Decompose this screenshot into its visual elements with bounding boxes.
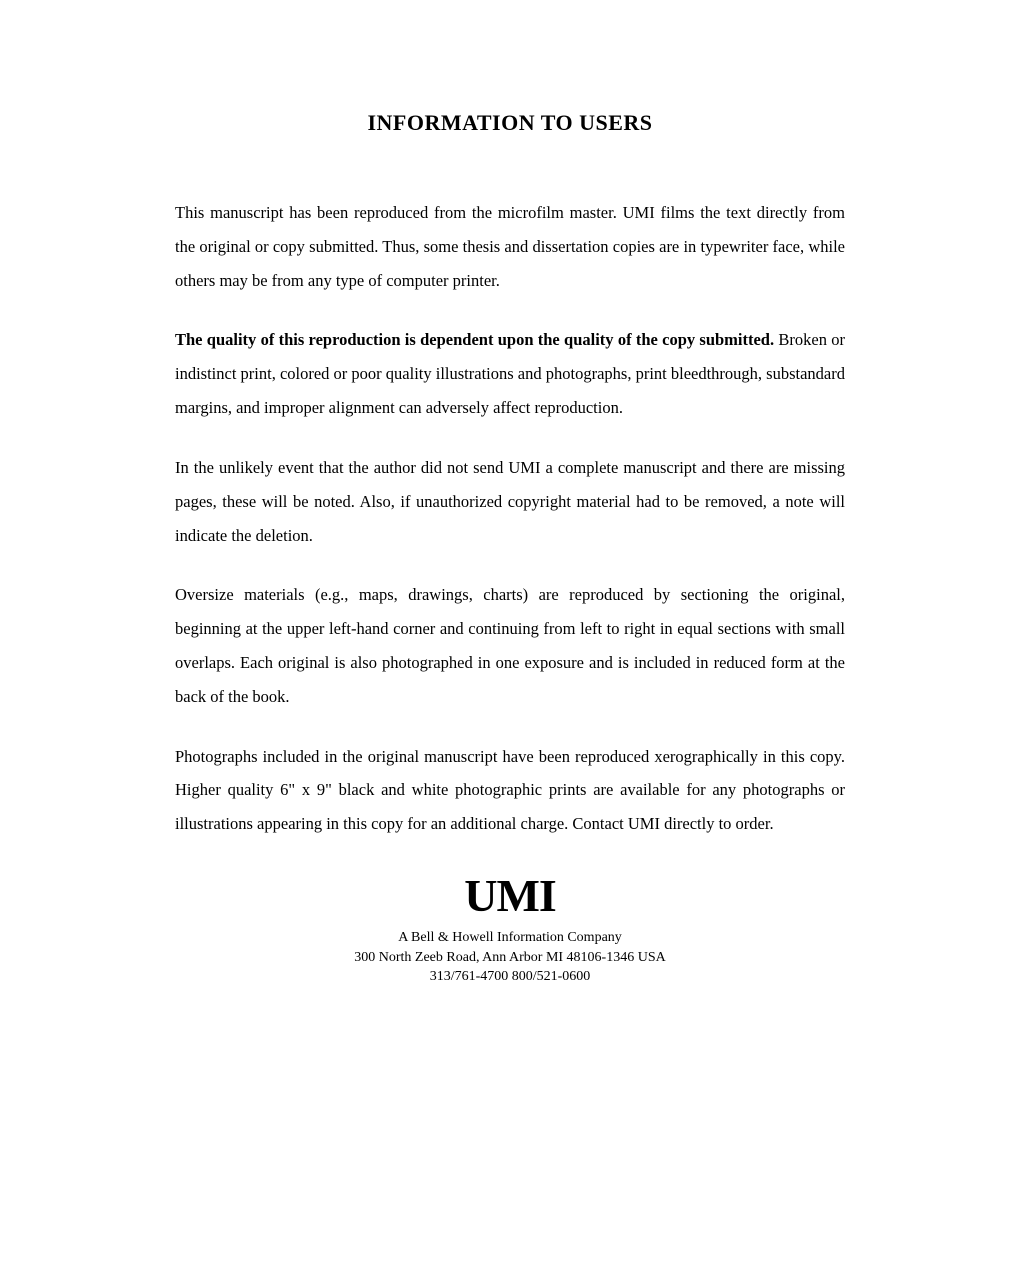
paragraph-4: Oversize materials (e.g., maps, drawings… (175, 578, 845, 713)
company-phones: 313/761-4700 800/521-0600 (175, 967, 845, 987)
paragraph-2-bold: The quality of this reproduction is depe… (175, 330, 774, 349)
logo-section: UMI A Bell & Howell Information Company … (175, 869, 845, 987)
paragraph-2: The quality of this reproduction is depe… (175, 323, 845, 424)
paragraph-1: This manuscript has been reproduced from… (175, 196, 845, 297)
company-address: 300 North Zeeb Road, Ann Arbor MI 48106-… (175, 948, 845, 968)
page-title: INFORMATION TO USERS (175, 110, 845, 136)
paragraph-3: In the unlikely event that the author di… (175, 451, 845, 552)
paragraph-5: Photographs included in the original man… (175, 740, 845, 841)
umi-logo: UMI (175, 869, 845, 922)
company-name: A Bell & Howell Information Company (175, 928, 845, 948)
